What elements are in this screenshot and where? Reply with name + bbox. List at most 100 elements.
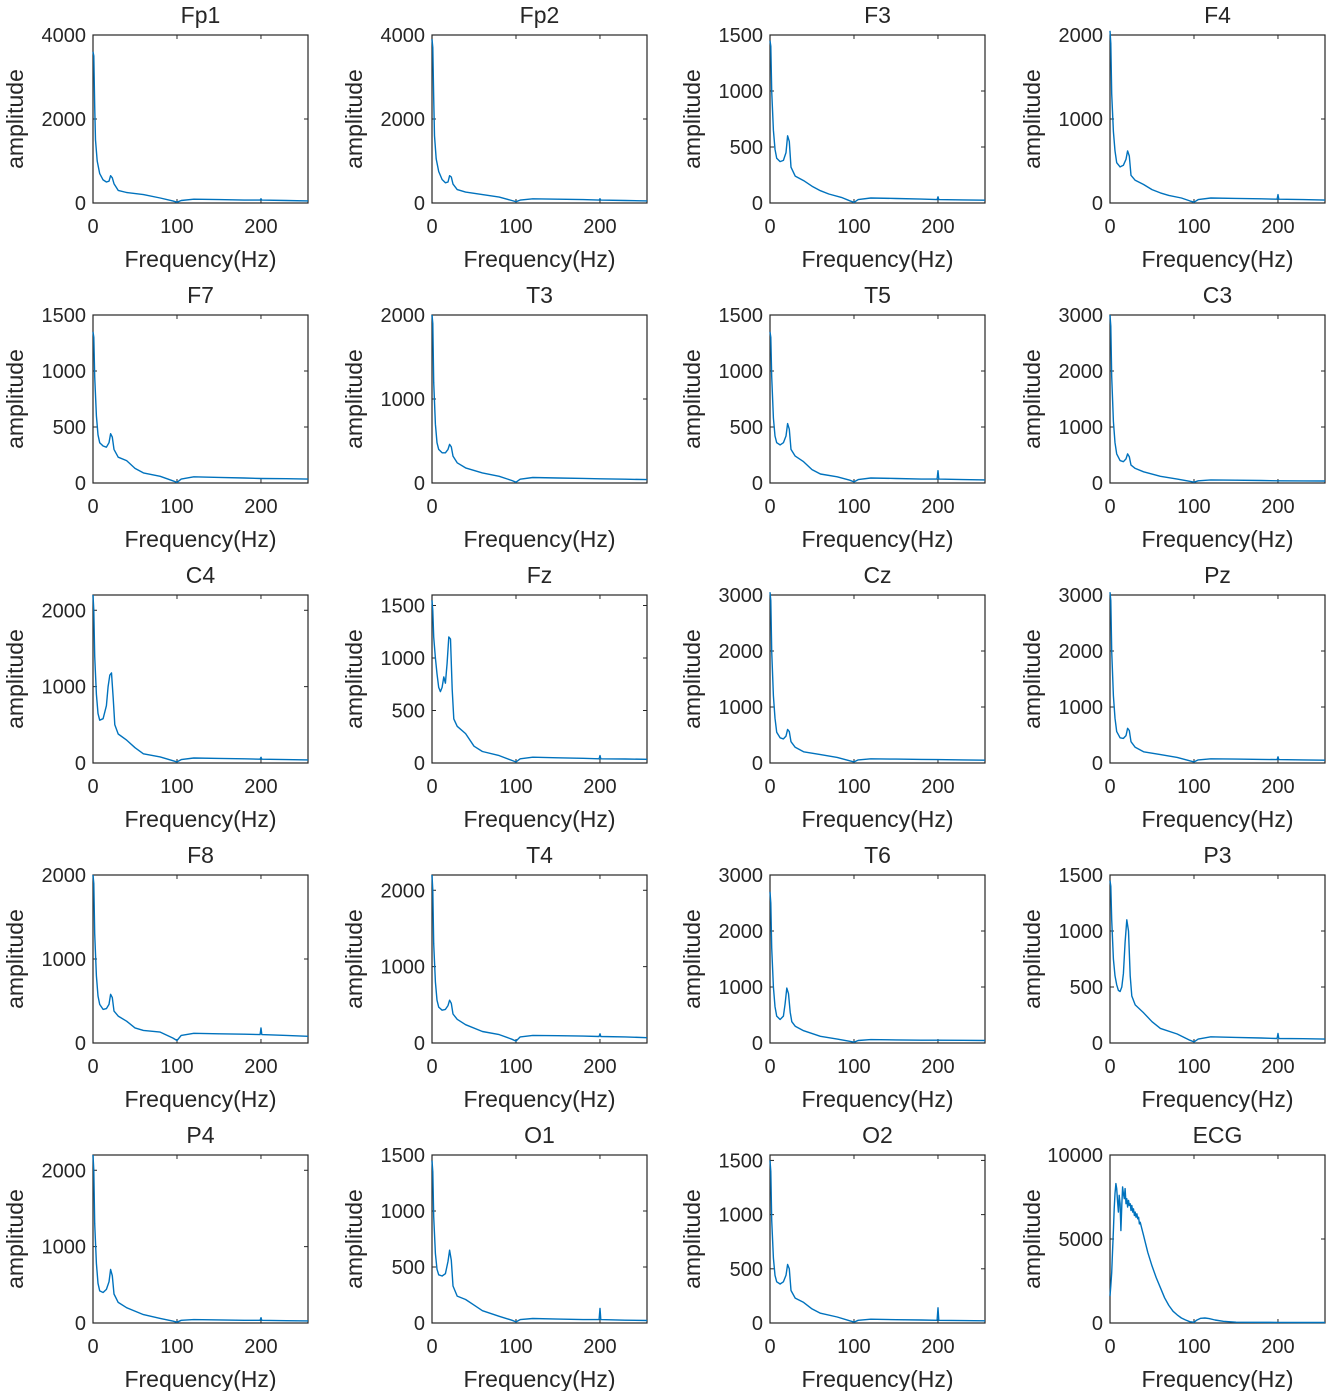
y-axis-label: amplitude [679,1189,705,1289]
x-axis-label: Frequency(Hz) [801,1366,953,1391]
y-tick-label: 0 [414,753,425,775]
plot-area [769,874,986,1044]
y-tick-label: 1500 [719,25,764,47]
y-axis-label: amplitude [341,909,367,1009]
x-axis-label: Frequency(Hz) [463,246,615,272]
panel-title: T4 [526,842,553,868]
y-axis-label: amplitude [2,1189,28,1289]
y-tick-label: 1500 [381,1145,426,1167]
y-tick-label: 4000 [381,25,426,47]
plot-area [1109,874,1326,1044]
plot-area [769,594,986,764]
x-tick-label: 100 [837,776,870,798]
spectrum-line [92,874,309,1042]
y-tick-label: 0 [75,753,86,775]
plot-area [1109,34,1326,204]
y-tick-label: 0 [1092,1033,1103,1055]
x-tick-label: 100 [837,216,870,238]
y-axis-label: amplitude [2,909,28,1009]
plot-area [1109,594,1326,764]
y-tick-label: 2000 [381,109,426,131]
y-tick-label: 1500 [1059,865,1104,887]
x-tick-label: 100 [1177,496,1210,518]
y-tick-label: 3000 [1059,585,1104,607]
y-tick-label: 1500 [719,1150,764,1172]
panel-pz: 0 100 2000100020003000PzFrequency(Hz)ampli… [1019,562,1326,832]
y-axis-label: amplitude [2,629,28,729]
y-tick-label: 500 [392,701,425,723]
y-tick-label: 1000 [1059,109,1104,131]
x-tick-label: 100 [1177,1056,1210,1078]
spectrum-line [431,314,648,483]
y-axis-label: amplitude [679,909,705,1009]
x-tick-label: 100 [160,1336,193,1358]
plot-area [92,34,309,204]
x-tick-label: 200 [583,776,616,798]
y-axis-label: amplitude [2,69,28,169]
spectrum-line [1109,314,1326,483]
plot-area [431,874,648,1044]
x-axis-label: Frequency(Hz) [463,806,615,832]
panel-t3: 00 1000 2000 T3 Frequency(Hz) amplitude [341,282,648,552]
x-axis-label: Frequency(Hz) [801,806,953,832]
panel-c3: 0 100 2000100020003000C3Frequency(Hz)ampli… [1019,282,1326,552]
panel-title: C3 [1203,282,1232,308]
x-tick-label: 0 [764,216,775,238]
panel-o1: 0 100 200 0 500 1000 1500 O1 Frequency(Hz) amplit… [341,1122,648,1391]
panel-title: Fz [527,562,553,588]
x-axis-label: Frequency(Hz) [1141,526,1293,552]
y-axis-label: amplitude [679,629,705,729]
x-tick-label: 200 [244,216,277,238]
panel-title: T6 [864,842,891,868]
x-axis-label: Frequency(Hz) [1141,806,1293,832]
y-tick-label: 5000 [1059,1229,1104,1251]
plot-area [769,1154,986,1324]
y-tick-label: 1000 [719,361,764,383]
x-tick-label: 200 [244,496,277,518]
x-tick-label: 0 [426,1056,437,1078]
x-tick-label: 0 [426,216,437,238]
panel-title: P3 [1203,842,1231,868]
plot-area [431,594,648,764]
y-tick-label: 1000 [381,957,426,979]
panel-fp1: 0 100 200020004000Fp1Frequency(Hz)amplitud… [2,2,309,272]
spectrum-line [769,1160,986,1323]
x-axis-label: Frequency(Hz) [463,526,615,552]
x-tick-label: 100 [837,1336,870,1358]
plot-area [1109,314,1326,484]
spectrum-line [431,1160,648,1323]
y-tick-label: 2000 [1059,25,1104,47]
spectrum-line [769,592,986,763]
x-tick-label: 0 [764,776,775,798]
y-axis-label: amplitude [1019,349,1045,449]
x-tick-label: 100 [499,216,532,238]
x-axis-label: Frequency(Hz) [124,526,276,552]
panel-title: T3 [526,282,553,308]
y-axis-label: amplitude [1019,629,1045,729]
y-tick-label: 500 [1070,977,1103,999]
spectrum-line [1109,592,1326,763]
y-tick-label: 1000 [42,677,87,699]
y-tick-label: 0 [414,193,425,215]
x-axis-label: Frequency(Hz) [124,806,276,832]
y-tick-label: 0 [75,193,86,215]
y-tick-label: 500 [730,1259,763,1281]
x-axis-label: Frequency(Hz) [124,246,276,272]
y-tick-label: 1000 [1059,921,1104,943]
y-tick-label: 1500 [381,596,426,618]
y-tick-label: 2000 [719,641,764,663]
spectrum-line [1109,1182,1325,1324]
x-tick-label: 0 [764,1056,775,1078]
x-axis-label: Frequency(Hz) [124,1366,276,1391]
y-tick-label: 1000 [719,977,764,999]
y-tick-label: 2000 [42,865,87,887]
spectrum-line [769,40,986,204]
y-tick-label: 0 [752,753,763,775]
x-axis-label: Frequency(Hz) [1141,246,1293,272]
panel-title: Pz [1204,562,1231,588]
x-tick-label: 200 [1261,216,1294,238]
y-axis-label: amplitude [679,349,705,449]
x-tick-label: 100 [837,1056,870,1078]
